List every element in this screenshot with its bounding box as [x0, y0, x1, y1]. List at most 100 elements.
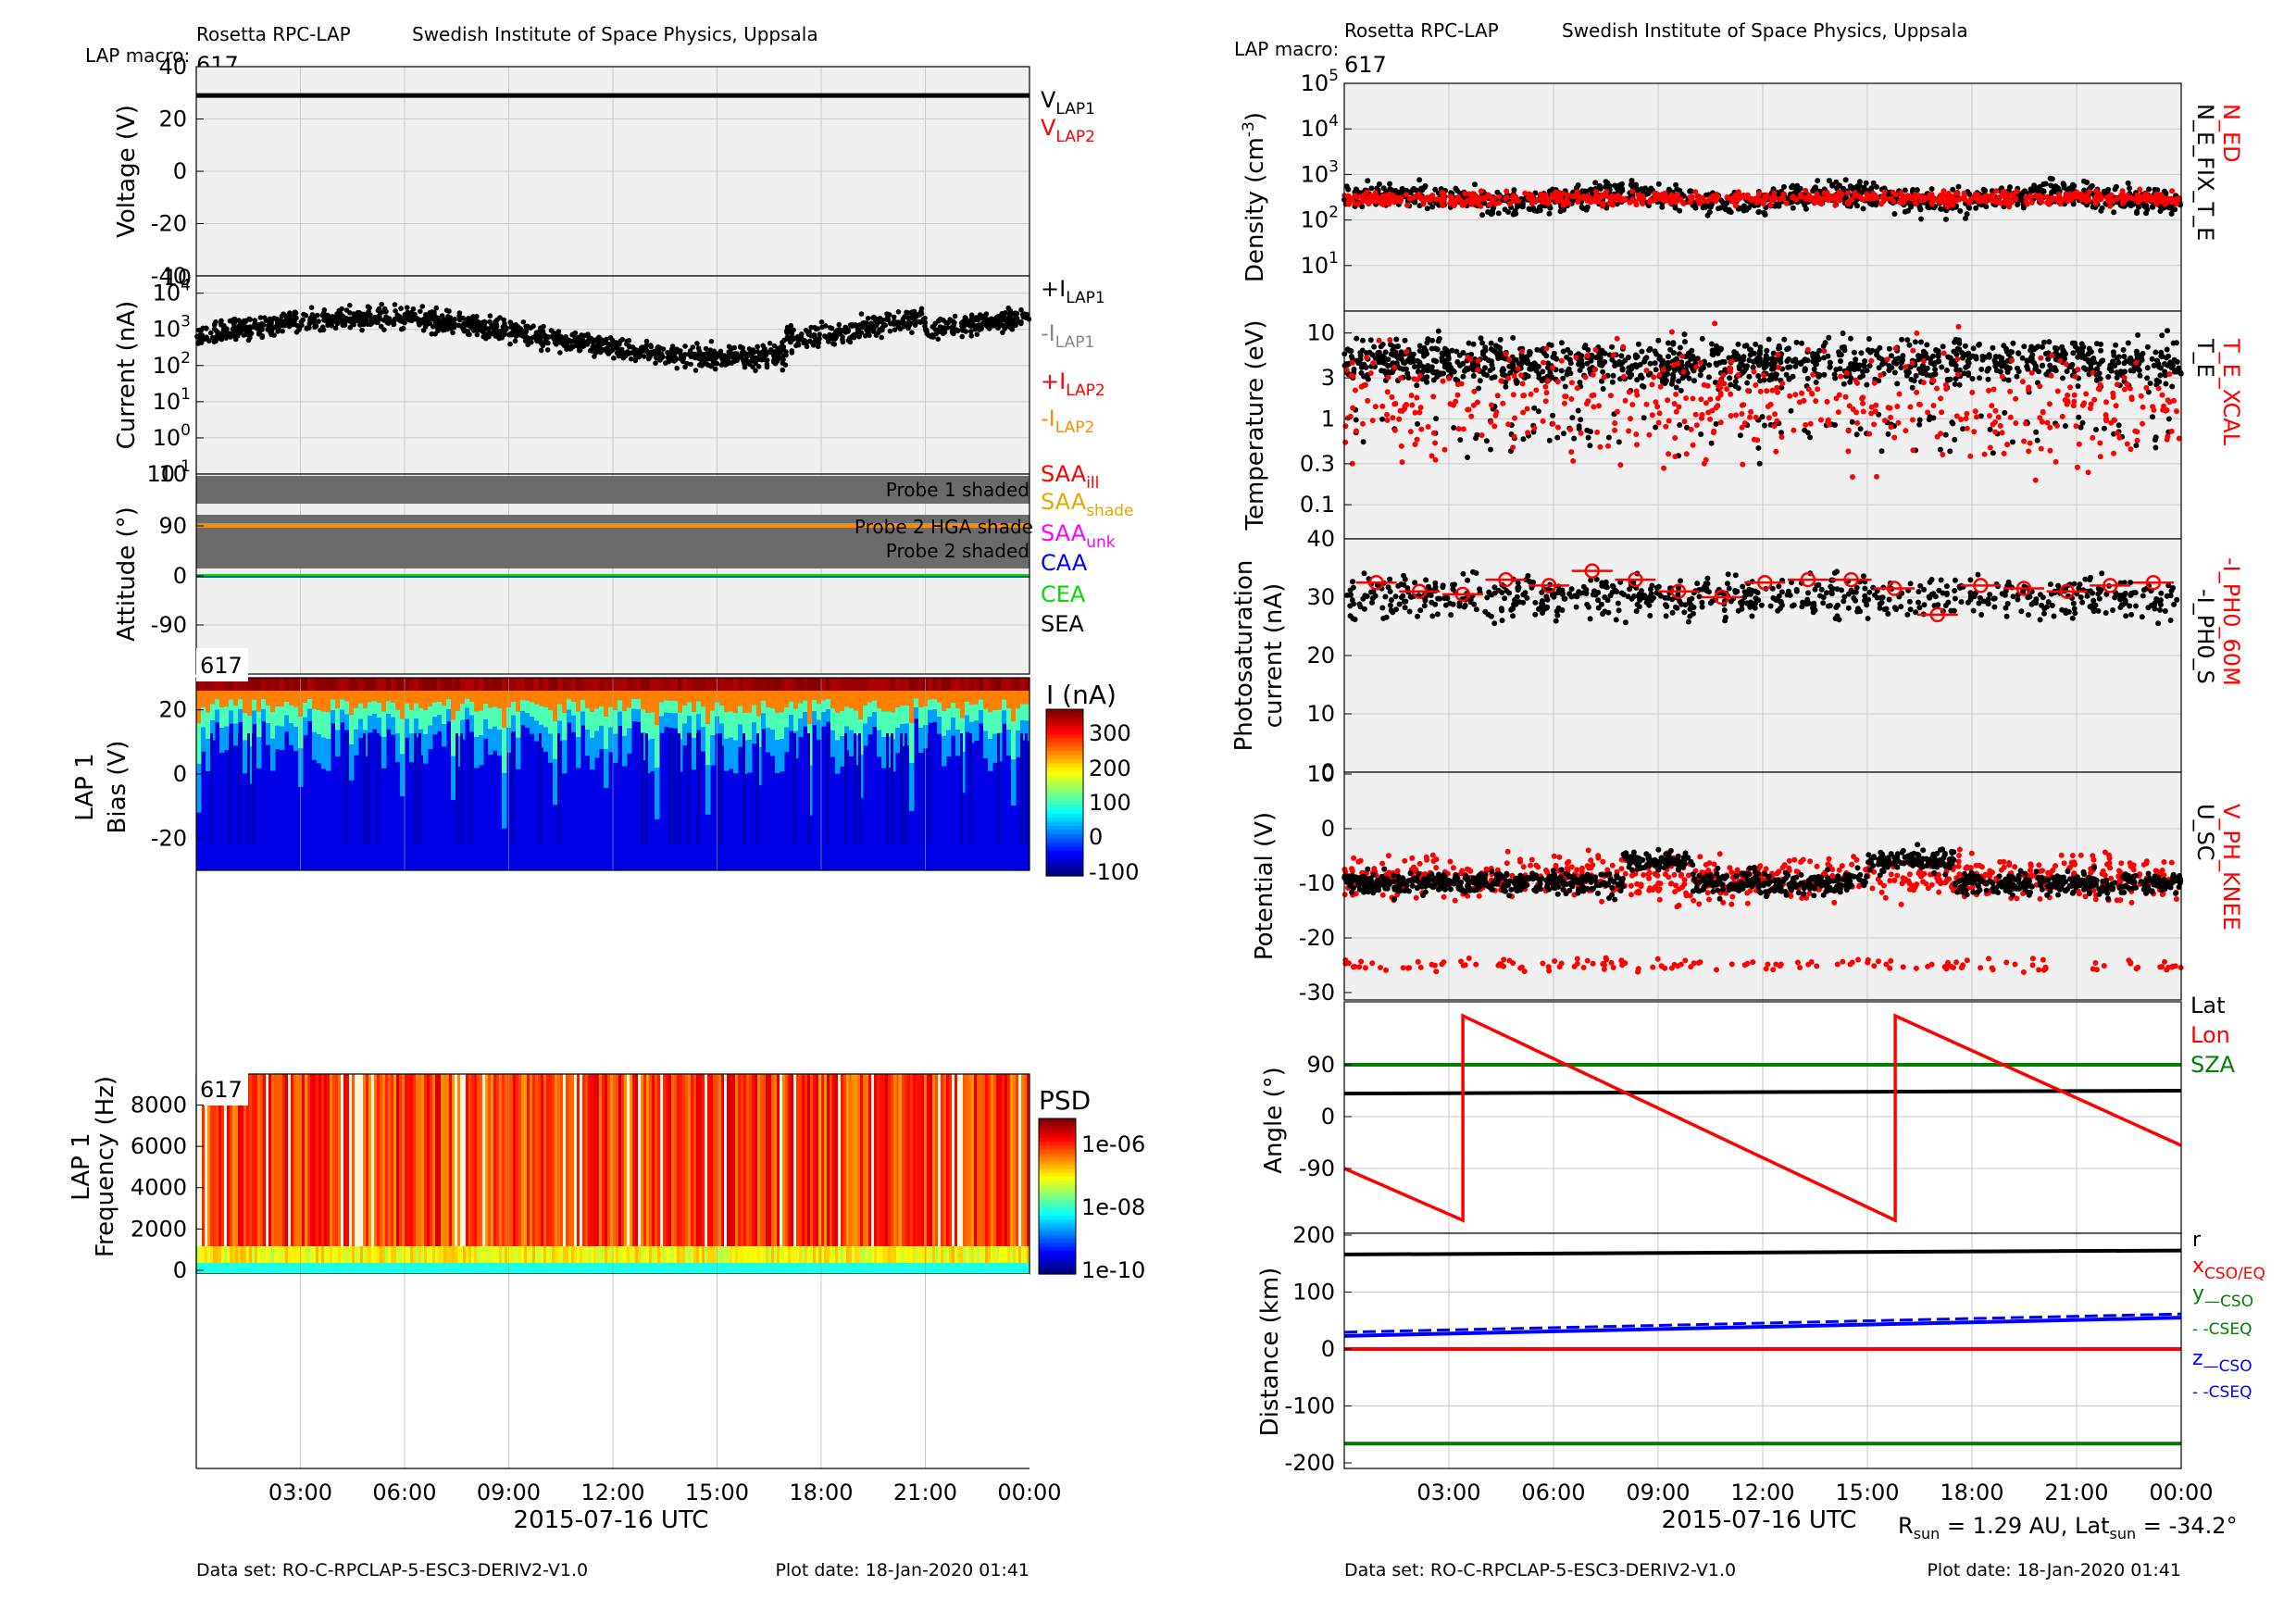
psd-cell [641, 1246, 644, 1263]
sweep-cell [752, 705, 757, 723]
current-point [355, 311, 360, 318]
sweep-cell [201, 727, 206, 752]
psd-cell [846, 1074, 850, 1246]
current-point [720, 354, 727, 360]
psd-cell [560, 1246, 564, 1263]
sweep-cell [826, 678, 831, 691]
current-point [653, 355, 659, 360]
current-point [256, 321, 261, 328]
current-point [787, 339, 793, 345]
sweep-cell [678, 678, 683, 691]
sweep-cell [414, 703, 419, 719]
psd-ytick: 0 [173, 1257, 187, 1283]
current-point [592, 354, 597, 359]
psd-cell [291, 1074, 294, 1246]
sweep-cell [789, 678, 794, 691]
sweep-cell [493, 706, 498, 727]
density-point-fix [2165, 205, 2172, 211]
current-point [201, 336, 206, 343]
psd-cell [310, 1263, 314, 1274]
psd-cell [741, 1263, 744, 1274]
psd-cell [288, 1263, 292, 1274]
density-point-fix [1755, 209, 1762, 216]
current-point [996, 313, 1002, 319]
current-point [266, 323, 271, 329]
sweep-cell [469, 678, 475, 691]
psd-cell [438, 1246, 442, 1263]
psd-cell [513, 1074, 517, 1246]
sweep-cell [539, 733, 542, 844]
psd-cell [371, 1263, 375, 1274]
psd-cell [866, 1263, 869, 1274]
psd-cell [291, 1246, 294, 1263]
psd-cell [955, 1246, 958, 1263]
psd-cell [374, 1246, 378, 1263]
psd-cell [335, 1263, 339, 1274]
sweep-cell [752, 691, 757, 706]
density-point-fix [1534, 208, 1541, 214]
psd-cell [252, 1074, 256, 1246]
sweep-cell [368, 678, 373, 691]
sweep-cell [219, 691, 225, 707]
sweep-cell [460, 704, 466, 720]
sweep-cell [335, 678, 341, 691]
sweep-cell [488, 729, 493, 756]
psd-cell [568, 1074, 572, 1246]
density-point-fix [1606, 182, 1613, 189]
psd-cell [871, 1074, 875, 1246]
psd-cell [732, 1263, 736, 1274]
density-point-ed [1689, 196, 1694, 203]
sweep-colorbar-cell [1046, 730, 1083, 735]
psd-cell [271, 1074, 275, 1246]
current-ytick: 103 [153, 313, 191, 343]
psd-cell [996, 1246, 1000, 1263]
sweep-cell [867, 717, 873, 735]
current-point [296, 327, 302, 332]
sweep-cell [682, 678, 688, 691]
sweep-cell [372, 691, 378, 702]
psd-cell [427, 1246, 430, 1263]
sweep-cell [969, 705, 975, 722]
sweep-cell [932, 691, 938, 700]
psd-cell [260, 1074, 264, 1246]
psd-cell [582, 1246, 586, 1263]
current-point [902, 314, 907, 319]
sweep-colorbar-cell [1046, 826, 1083, 831]
psd-cell [546, 1074, 550, 1246]
psd-cell [741, 1246, 744, 1263]
sweep-colorbar-cell [1046, 830, 1083, 835]
sweep-cell [830, 691, 836, 709]
psd-cell [960, 1074, 964, 1246]
sweep-cell [835, 691, 841, 713]
psd-cell [268, 1263, 272, 1274]
current-point [347, 324, 354, 331]
psd-cell [910, 1246, 914, 1263]
sweep-cell [488, 691, 493, 708]
sweep-cell [687, 733, 690, 844]
sweep-cell [317, 691, 322, 710]
density-point-fix [1511, 187, 1517, 194]
psd-cell [552, 1246, 555, 1263]
sweep-cell [219, 706, 225, 729]
current-point [860, 324, 866, 331]
sweep-cell [493, 678, 498, 691]
psd-cell [1018, 1246, 1022, 1263]
current-point [819, 324, 825, 331]
sweep-cell [719, 705, 725, 724]
sweep-cell [891, 678, 896, 691]
sweep-cell [418, 707, 424, 730]
density-point-ed [1545, 200, 1552, 206]
sweep-cell [909, 678, 915, 691]
current-point [695, 356, 702, 362]
density-point-fix [2089, 182, 2095, 189]
psd-cell [857, 1246, 861, 1263]
sweep-cell [340, 709, 345, 723]
psd-cell [677, 1074, 680, 1246]
psd-cell [721, 1074, 725, 1246]
psd-cell [882, 1074, 886, 1246]
sweep-cell [770, 691, 776, 708]
current-point [347, 310, 353, 316]
density-point-fix [2111, 209, 2117, 216]
density-point-fix [2125, 180, 2131, 186]
